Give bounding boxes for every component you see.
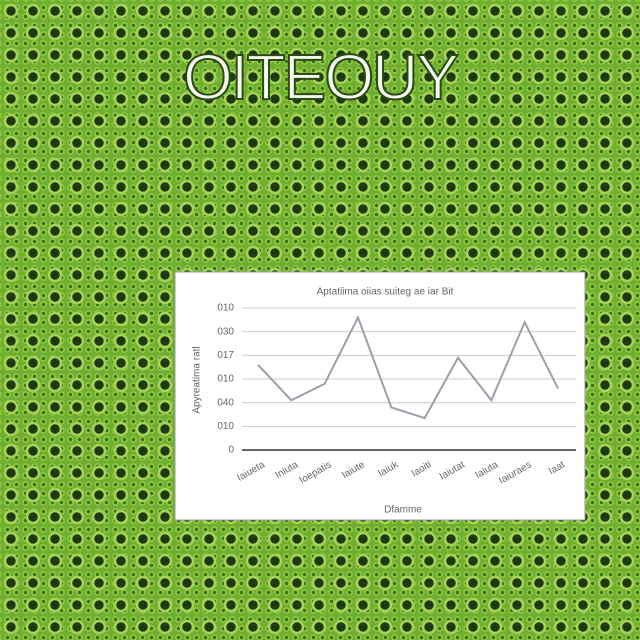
y-axis-label: Apyreatima ratl <box>192 346 203 413</box>
y-tick-label: 040 <box>217 397 234 408</box>
chart-title: Aptatiima oiias suiteg ae iar Bit <box>317 287 454 298</box>
y-tick-label: 010 <box>217 374 234 385</box>
y-tick-label: 017 <box>217 350 234 361</box>
chart-panel <box>174 271 586 521</box>
y-tick-label: 010 <box>217 421 234 432</box>
x-axis-label: Dfamme <box>384 505 422 516</box>
line <box>257 314 559 420</box>
y-tick-label: 030 <box>217 326 234 337</box>
page-title: OITEOUY <box>182 40 460 114</box>
y-tick-label: 0 <box>228 445 234 456</box>
y-tick-label: 010 <box>217 303 234 314</box>
